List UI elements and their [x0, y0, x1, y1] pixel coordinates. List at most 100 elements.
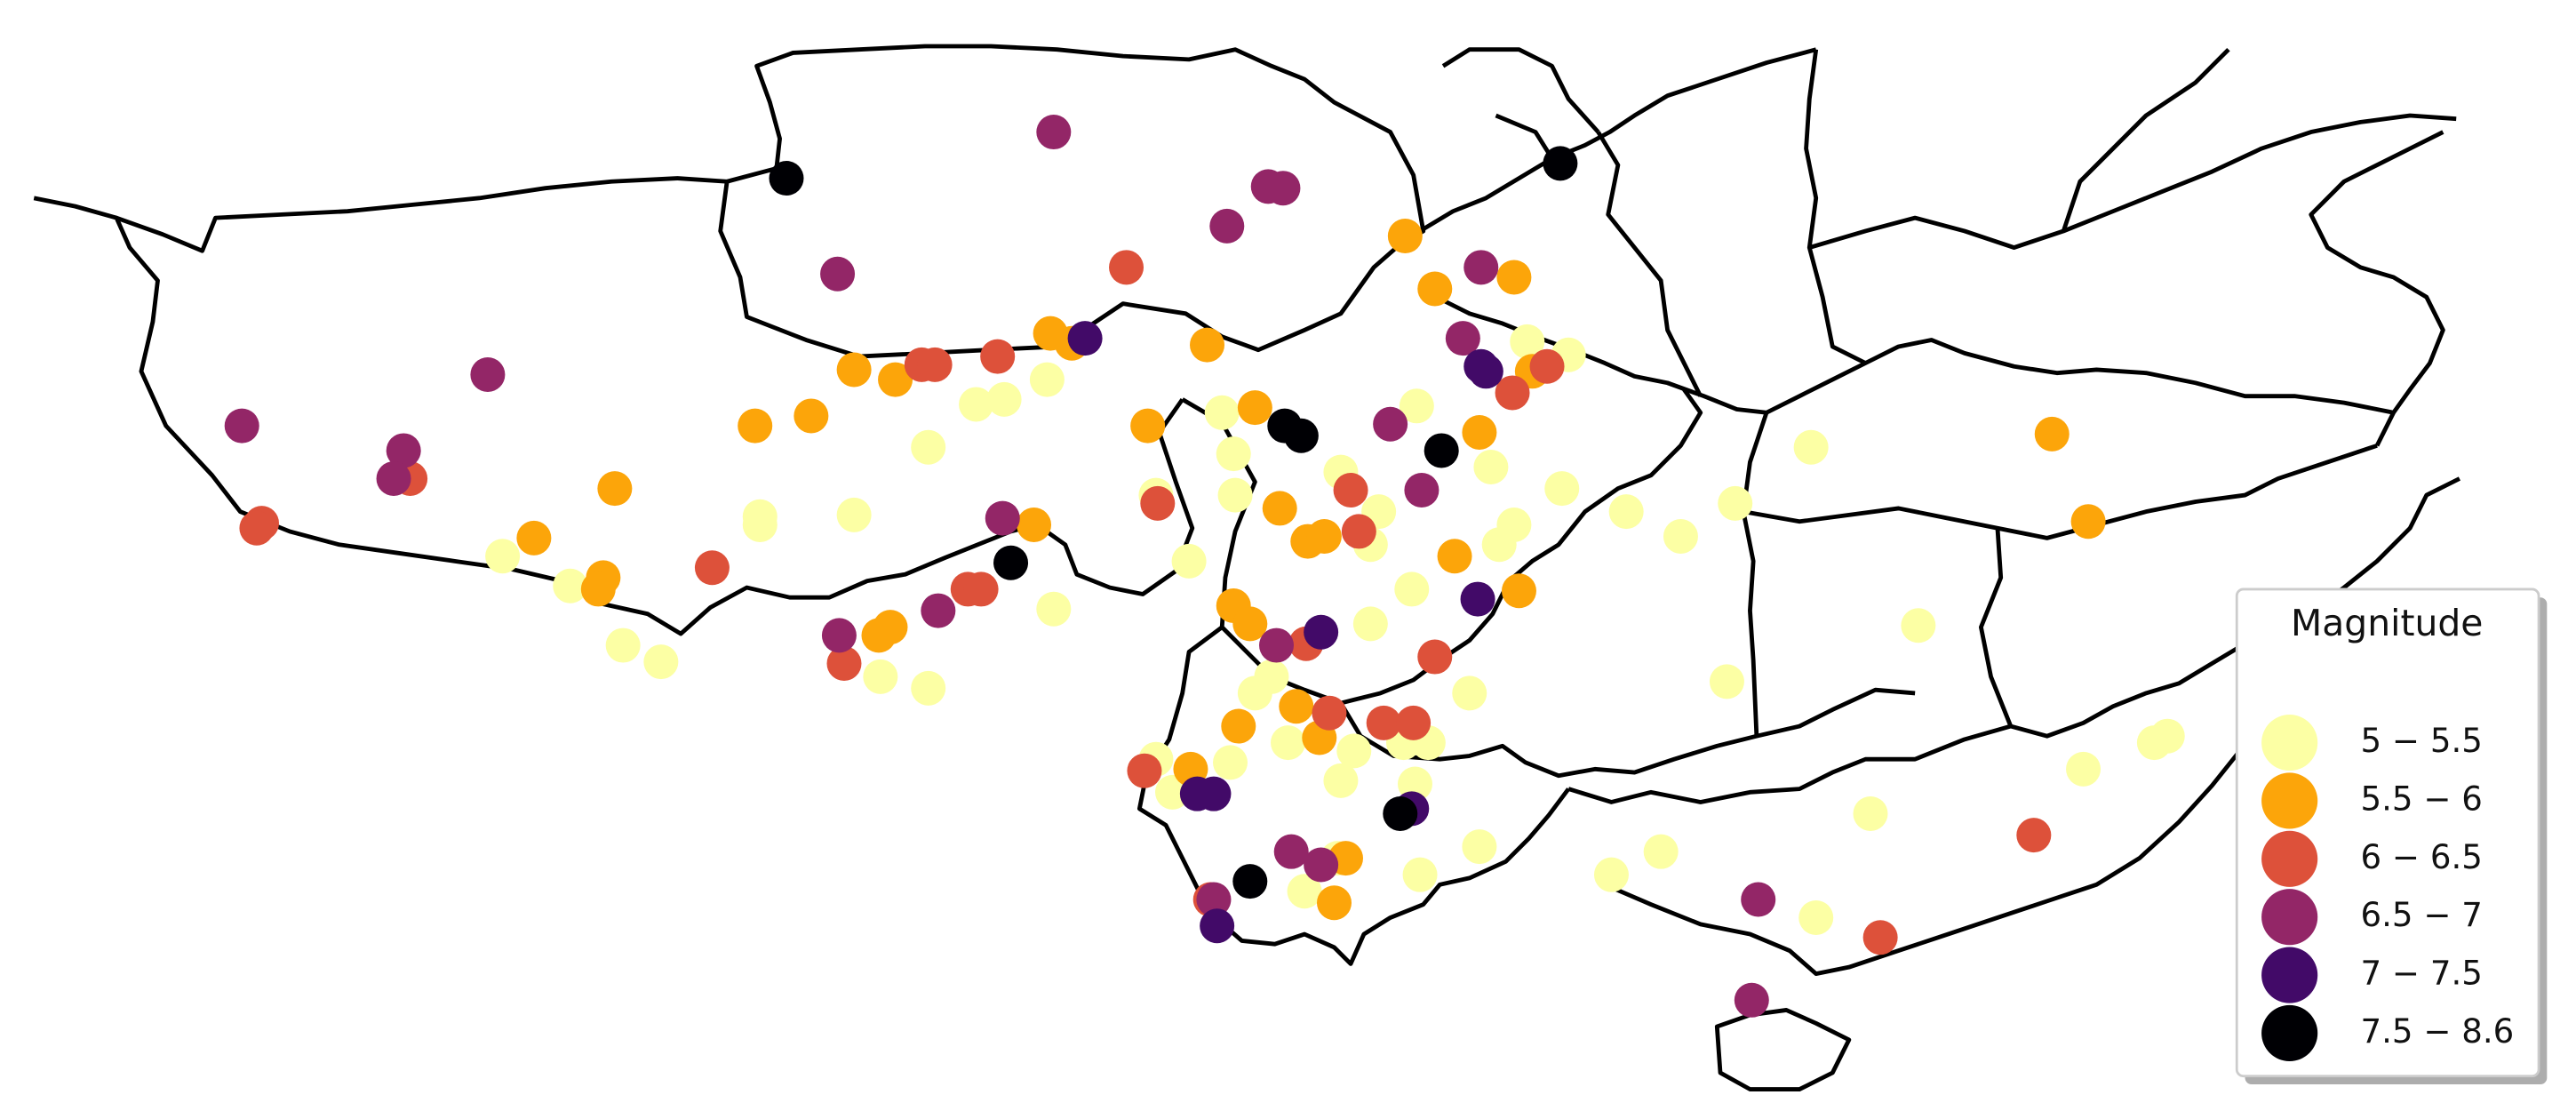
earthquake	[826, 645, 862, 681]
earthquake	[597, 471, 633, 507]
border	[2309, 130, 2445, 447]
earthquake	[985, 500, 1020, 536]
earthquake	[980, 339, 1016, 374]
border	[116, 166, 778, 253]
legend-marker	[2261, 889, 2318, 946]
earthquake	[820, 256, 856, 292]
earthquake	[1387, 219, 1423, 254]
legend-marker	[2261, 772, 2318, 829]
earthquake	[1306, 519, 1342, 555]
legend-label: 7.5 − 8.6	[2361, 1012, 2515, 1051]
earthquake	[1213, 745, 1248, 780]
legend-marker	[2261, 830, 2318, 887]
earthquake	[1734, 982, 1769, 1018]
earthquake	[821, 618, 857, 653]
earthquake	[1383, 795, 1418, 831]
earthquake	[1501, 573, 1536, 609]
earthquake	[1271, 725, 1305, 761]
earthquake	[1336, 733, 1372, 769]
earthquake	[1445, 321, 1480, 356]
legend-marker	[2261, 1004, 2318, 1062]
earthquake	[1196, 776, 1232, 811]
earthquake	[1862, 920, 1898, 955]
earthquake	[738, 408, 773, 444]
earthquake	[2034, 416, 2070, 452]
earthquake	[1130, 408, 1166, 444]
earthquake	[1237, 675, 1272, 711]
earthquake	[1396, 705, 1432, 740]
earthquake	[1373, 406, 1408, 442]
earthquake	[1473, 450, 1509, 485]
earthquake	[1316, 885, 1352, 921]
earthquake	[1417, 639, 1453, 675]
earthquake	[1067, 321, 1103, 356]
earthquake	[1901, 608, 1936, 643]
earthquake	[1029, 362, 1065, 397]
earthquake	[694, 550, 730, 586]
earthquake	[769, 161, 804, 196]
earthquake	[1352, 606, 1388, 642]
earthquake	[986, 381, 1022, 417]
border	[718, 44, 1426, 359]
legend-label: 7 − 7.5	[2361, 955, 2483, 993]
earthquake	[1543, 146, 1578, 181]
earthquake	[2066, 751, 2101, 787]
earthquake	[1529, 348, 1565, 384]
earthquake	[1394, 571, 1430, 607]
border	[1804, 49, 1867, 365]
earthquake	[1232, 606, 1268, 642]
earthquake	[1424, 433, 1459, 468]
earthquake	[1140, 485, 1176, 521]
earthquake	[1853, 795, 1888, 831]
earthquake	[1798, 899, 1834, 935]
earthquake	[2016, 818, 2052, 853]
earthquake	[1437, 539, 1472, 574]
earthquake	[1462, 415, 1497, 451]
legend-label: 6.5 − 7	[2361, 896, 2483, 934]
earthquake	[516, 520, 552, 556]
legend-label: 5 − 5.5	[2361, 722, 2483, 760]
earthquake	[1304, 847, 1339, 883]
earthquake	[1283, 418, 1319, 453]
border	[2061, 48, 2230, 232]
earthquake	[1204, 395, 1240, 430]
earthquake	[1221, 708, 1256, 744]
earthquake	[1127, 753, 1162, 788]
earthquake	[643, 644, 679, 680]
earthquake	[386, 433, 421, 468]
earthquake	[1402, 857, 1438, 892]
earthquake	[1718, 485, 1753, 521]
earthquake	[1643, 834, 1679, 869]
earthquake	[1404, 473, 1440, 508]
earthquake	[911, 670, 946, 706]
earthquake	[1171, 543, 1207, 579]
earthquake	[1262, 491, 1297, 526]
earthquake	[1510, 324, 1545, 359]
earthquake	[1273, 834, 1309, 869]
earthquake	[2149, 718, 2185, 754]
earthquake	[1217, 477, 1253, 513]
earthquake	[1593, 857, 1629, 892]
earthquake	[1232, 864, 1268, 899]
earthquake	[224, 408, 259, 444]
earthquake	[917, 347, 953, 382]
earthquake	[1462, 829, 1497, 865]
earthquake	[1279, 689, 1314, 724]
earthquake	[1741, 882, 1776, 917]
earthquake	[1312, 695, 1347, 731]
earthquake	[1265, 171, 1301, 206]
earthquake	[1460, 581, 1495, 617]
legend: Magnitude 5 − 5.5 5.5 − 6 6 − 6.5 6.5 − 7 7 …	[2235, 587, 2548, 1085]
earthquake	[794, 398, 829, 434]
legend-label: 5.5 − 6	[2361, 779, 2483, 818]
province-borders	[33, 44, 2461, 1091]
border	[1596, 131, 1703, 397]
border	[1714, 1008, 1852, 1091]
border	[1808, 113, 2457, 250]
earthquake	[485, 539, 521, 574]
border	[33, 196, 1195, 636]
earthquake	[1495, 375, 1530, 411]
earthquake	[1417, 271, 1453, 307]
